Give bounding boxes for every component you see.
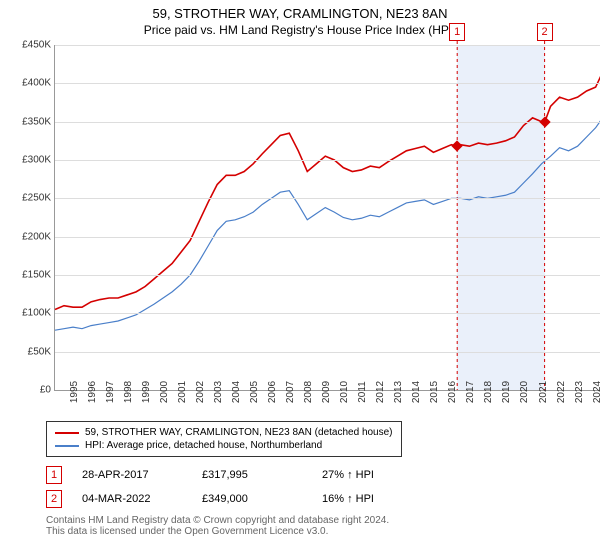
y-gridline bbox=[55, 122, 600, 123]
chart-wrap: £0£50K£100K£150K£200K£250K£300K£350K£400… bbox=[8, 45, 592, 391]
y-gridline bbox=[55, 198, 600, 199]
chart-container: 59, STROTHER WAY, CRAMLINGTON, NE23 8AN … bbox=[0, 0, 600, 560]
chart-plot-area: £0£50K£100K£150K£200K£250K£300K£350K£400… bbox=[54, 45, 600, 391]
chart-subtitle: Price paid vs. HM Land Registry's House … bbox=[0, 21, 600, 37]
info-pct: 16% ↑ HPI bbox=[322, 493, 422, 505]
chart-svg bbox=[55, 45, 600, 390]
legend-row: 59, STROTHER WAY, CRAMLINGTON, NE23 8AN … bbox=[55, 426, 393, 439]
info-pct: 27% ↑ HPI bbox=[322, 469, 422, 481]
license-line-1: Contains HM Land Registry data © Crown c… bbox=[46, 515, 592, 526]
y-axis-label: £400K bbox=[22, 78, 51, 89]
y-gridline bbox=[55, 275, 600, 276]
y-gridline bbox=[55, 237, 600, 238]
marker-box: 2 bbox=[537, 23, 553, 41]
y-gridline bbox=[55, 352, 600, 353]
y-axis-label: £250K bbox=[22, 193, 51, 204]
y-axis-label: £50K bbox=[28, 346, 51, 357]
y-gridline bbox=[55, 83, 600, 84]
y-axis-label: £0 bbox=[40, 385, 51, 396]
info-table: 1 28-APR-2017 £317,995 27% ↑ HPI 2 04-MAR-202… bbox=[46, 463, 592, 511]
marker-box: 1 bbox=[449, 23, 465, 41]
info-date: 04-MAR-2022 bbox=[82, 493, 182, 505]
legend-swatch bbox=[55, 445, 79, 447]
info-price: £317,995 bbox=[202, 469, 302, 481]
license-line-2: This data is licensed under the Open Gov… bbox=[46, 526, 592, 537]
legend-swatch bbox=[55, 432, 79, 434]
info-row: 2 04-MAR-2022 £349,000 16% ↑ HPI bbox=[46, 487, 592, 511]
series-line bbox=[55, 120, 600, 330]
y-axis-label: £200K bbox=[22, 231, 51, 242]
y-axis-label: £300K bbox=[22, 155, 51, 166]
info-marker: 2 bbox=[46, 490, 62, 508]
info-date: 28-APR-2017 bbox=[82, 469, 182, 481]
legend-label: HPI: Average price, detached house, Nort… bbox=[85, 440, 322, 451]
y-gridline bbox=[55, 45, 600, 46]
info-price: £349,000 bbox=[202, 493, 302, 505]
y-gridline bbox=[55, 313, 600, 314]
info-marker: 1 bbox=[46, 466, 62, 484]
x-axis-label: 2025 bbox=[596, 381, 600, 403]
y-axis-label: £150K bbox=[22, 270, 51, 281]
y-axis-label: £100K bbox=[22, 308, 51, 319]
info-row: 1 28-APR-2017 £317,995 27% ↑ HPI bbox=[46, 463, 592, 487]
y-axis-label: £450K bbox=[22, 40, 51, 51]
legend-row: HPI: Average price, detached house, Nort… bbox=[55, 439, 393, 452]
legend-label: 59, STROTHER WAY, CRAMLINGTON, NE23 8AN … bbox=[85, 427, 393, 438]
chart-legend: 59, STROTHER WAY, CRAMLINGTON, NE23 8AN … bbox=[46, 421, 402, 457]
license-text: Contains HM Land Registry data © Crown c… bbox=[46, 515, 592, 537]
chart-title: 59, STROTHER WAY, CRAMLINGTON, NE23 8AN bbox=[0, 0, 600, 21]
y-axis-label: £350K bbox=[22, 116, 51, 127]
y-gridline bbox=[55, 160, 600, 161]
